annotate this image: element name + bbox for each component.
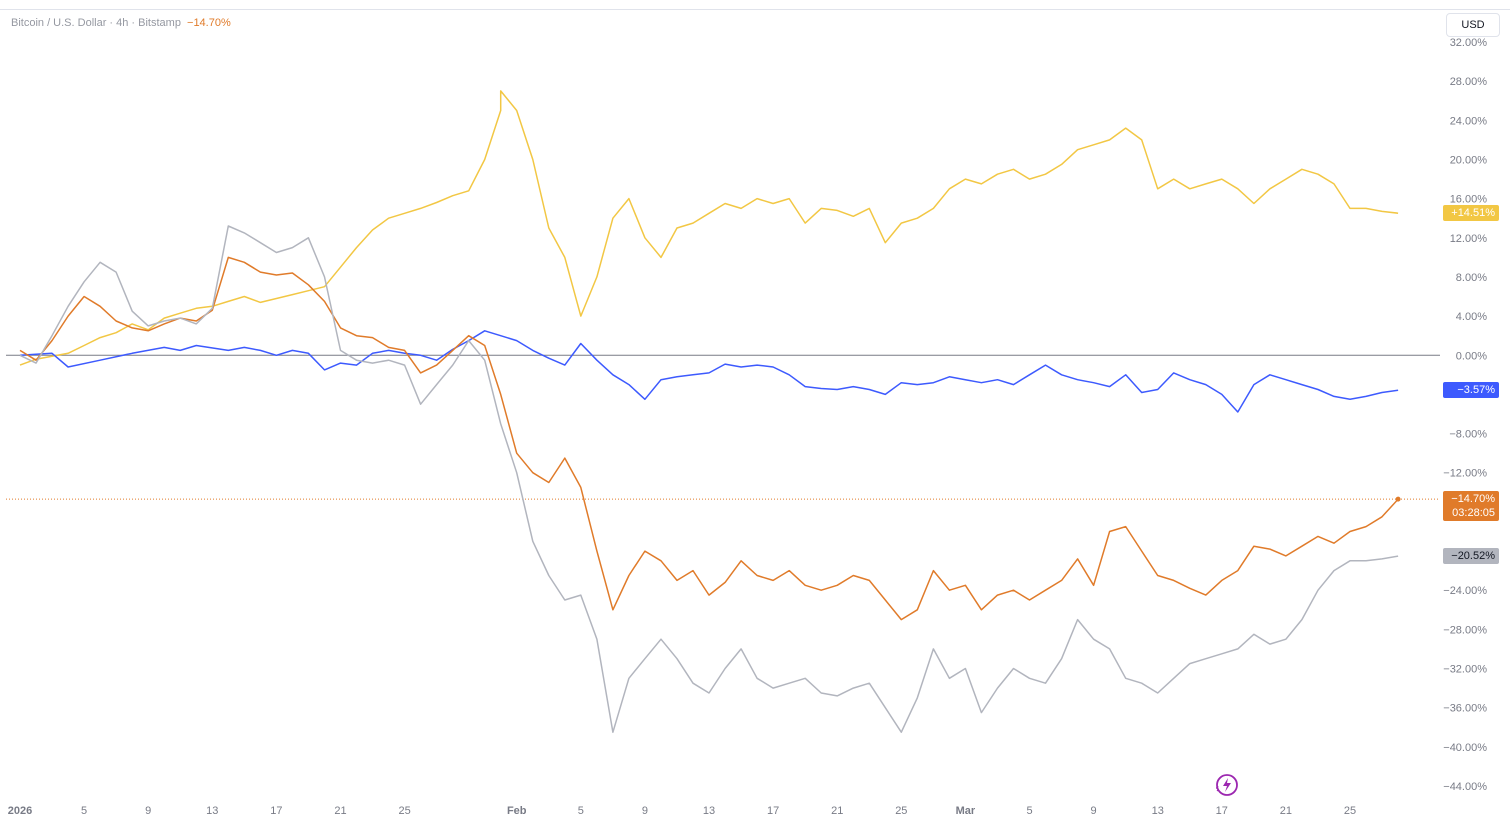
x-tick-label: 21 [831, 805, 843, 817]
x-tick-label: 25 [895, 805, 907, 817]
series-last-value-label: +14.51% [1443, 205, 1499, 222]
series-line [19, 330, 1399, 413]
x-tick-label: 25 [398, 805, 410, 817]
x-tick-label: 5 [578, 805, 584, 817]
countdown-timer: 03:28:05 [1452, 507, 1495, 520]
y-tick-label: 12.00% [1450, 233, 1488, 245]
chart-top-border [0, 9, 1510, 10]
series-line [19, 256, 1399, 621]
x-tick-label: 25 [1344, 805, 1356, 817]
last-price-dot [1395, 496, 1401, 502]
series-line [19, 90, 1399, 366]
currency-button[interactable]: USD [1446, 13, 1500, 37]
x-tick-label: 17 [270, 805, 282, 817]
series-last-value-label: −3.57% [1443, 382, 1499, 399]
x-tick-label: 13 [206, 805, 218, 817]
y-tick-label: 8.00% [1456, 272, 1487, 284]
x-tick-label: Feb [507, 805, 527, 817]
y-tick-label: 0.00% [1456, 350, 1487, 362]
series-line [19, 225, 1399, 733]
x-tick-label: 2026 [8, 805, 32, 817]
y-tick-label: −8.00% [1449, 429, 1487, 441]
y-tick-label: −40.00% [1443, 742, 1487, 754]
y-tick-label: −44.00% [1443, 781, 1487, 793]
x-tick-label: 21 [334, 805, 346, 817]
y-tick-label: 24.00% [1450, 115, 1488, 127]
y-tick-label: −36.00% [1443, 703, 1487, 715]
x-tick-label: 9 [1091, 805, 1097, 817]
legend-change: −14.70% [187, 17, 231, 29]
y-tick-label: 16.00% [1450, 194, 1488, 206]
x-tick-label: 13 [703, 805, 715, 817]
x-tick-label: Mar [956, 805, 976, 817]
y-tick-label: −12.00% [1443, 468, 1487, 480]
y-tick-label: 20.00% [1450, 154, 1488, 166]
y-tick-label: 32.00% [1450, 37, 1488, 49]
x-tick-label: 5 [81, 805, 87, 817]
x-tick-label: 17 [767, 805, 779, 817]
x-tick-label: 13 [1152, 805, 1164, 817]
series-last-value-label: −20.52% [1443, 548, 1499, 565]
x-tick-label: 17 [1216, 805, 1228, 817]
x-tick-label: 21 [1280, 805, 1292, 817]
series-last-value-label: −14.70% 03:28:05 [1443, 491, 1499, 522]
y-tick-label: −28.00% [1443, 624, 1487, 636]
x-tick-label: 9 [145, 805, 151, 817]
lightning-icon[interactable] [1213, 772, 1239, 798]
chart-legend[interactable]: Bitcoin / U.S. Dollar · 4h · Bitstamp −1… [11, 17, 231, 29]
x-tick-label: 5 [1026, 805, 1032, 817]
y-tick-label: 28.00% [1450, 76, 1488, 88]
legend-symbol: Bitcoin / U.S. Dollar · 4h · Bitstamp [11, 17, 181, 29]
y-tick-label: 4.00% [1456, 311, 1487, 323]
y-tick-label: −24.00% [1443, 585, 1487, 597]
x-tick-label: 9 [642, 805, 648, 817]
y-tick-label: −32.00% [1443, 664, 1487, 676]
